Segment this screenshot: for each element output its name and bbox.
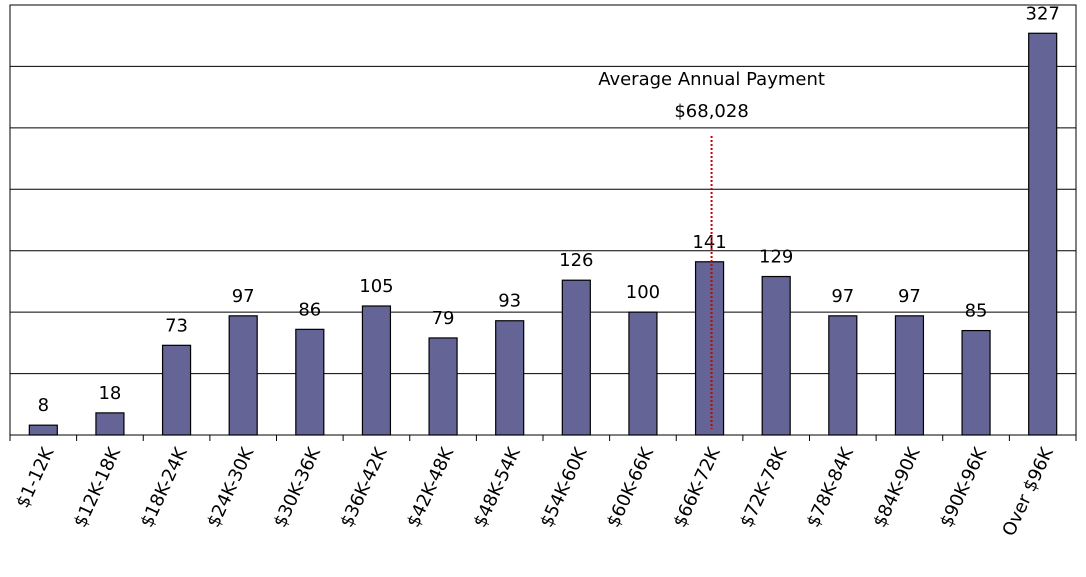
value-label: 8: [38, 395, 49, 416]
value-label: 105: [359, 276, 393, 297]
x-tick-label: $72K-78K: [736, 443, 792, 530]
x-tick-label: $60K-66K: [603, 443, 659, 530]
bar: [495, 320, 525, 436]
bar: [828, 315, 858, 436]
x-tick-label: $18K-24K: [136, 443, 192, 530]
value-label: 73: [165, 315, 188, 336]
value-label: 86: [298, 299, 321, 320]
bar: [628, 311, 658, 436]
bar: [228, 315, 258, 436]
x-tick-label: $48K-54K: [470, 443, 526, 530]
bar: [961, 329, 991, 436]
value-label: 327: [1026, 3, 1060, 24]
x-tick-label: $54K-60K: [536, 443, 592, 530]
value-label: 100: [626, 282, 660, 303]
x-tick-label: $42K-48K: [403, 443, 459, 530]
value-label: 97: [232, 286, 255, 307]
value-label: 97: [831, 286, 854, 307]
bar: [28, 424, 58, 436]
value-label: 97: [898, 286, 921, 307]
annotation-label: Average Annual Payment: [598, 69, 825, 90]
bar: [161, 344, 192, 436]
x-tick-label: $1-12K: [12, 443, 59, 511]
x-tick-label: $78K-84K: [803, 443, 859, 530]
bar: [95, 412, 125, 436]
value-label: 126: [559, 250, 593, 271]
value-label: 85: [965, 301, 988, 322]
x-tick-label: $84K-90K: [869, 443, 925, 530]
x-tick-label: $90K-96K: [936, 443, 992, 530]
x-tick-label: Over $96K: [998, 443, 1058, 539]
x-tick-label: $66K-72K: [669, 443, 725, 530]
x-tick-label: $12K-18K: [70, 443, 126, 530]
bar: [761, 275, 791, 436]
annotation-value: $68,028: [674, 101, 748, 122]
x-tick-label: $36K-42K: [336, 443, 392, 530]
bar: [295, 328, 325, 436]
value-label: 129: [759, 247, 793, 268]
value-label: 79: [432, 308, 455, 329]
value-label: 18: [98, 383, 121, 404]
value-label: 141: [692, 232, 726, 253]
value-label: 93: [498, 291, 521, 312]
bar: [561, 279, 591, 436]
bar: [1028, 32, 1058, 436]
bar: [694, 261, 725, 436]
bar: [361, 305, 392, 436]
bar: [428, 337, 458, 436]
x-tick-label: $24K-30K: [203, 443, 259, 530]
bar: [894, 315, 925, 436]
x-tick-label: $30K-36K: [270, 443, 326, 530]
